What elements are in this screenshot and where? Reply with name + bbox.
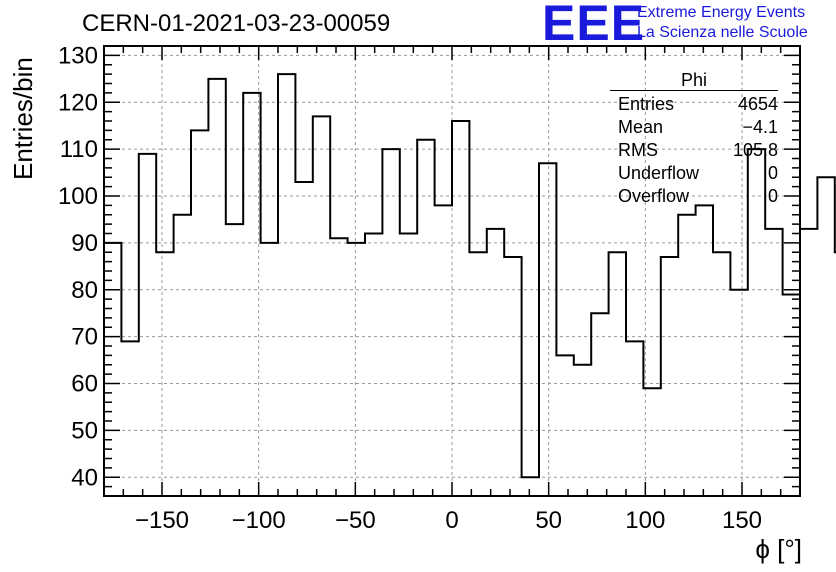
x-tick-label: 100 — [625, 507, 665, 534]
stats-label: Entries — [618, 94, 675, 114]
stats-value: −4.1 — [742, 117, 778, 137]
eee-logo: EEE — [542, 0, 646, 51]
y-tick-label: 70 — [71, 324, 98, 351]
stats-value: 4654 — [737, 94, 778, 114]
stats-label: RMS — [618, 140, 658, 160]
stats-label: Mean — [618, 117, 664, 137]
x-tick-label: −150 — [135, 507, 189, 534]
x-tick-label: 0 — [445, 507, 458, 534]
histogram-series — [104, 73, 836, 479]
stats-title: Phi — [610, 70, 778, 91]
stats-row: Mean −4.1 — [610, 116, 778, 139]
y-tick-label: 80 — [71, 277, 98, 304]
y-tick-label: 60 — [71, 371, 98, 398]
axis-ticks — [104, 46, 800, 496]
x-tick-label: −50 — [335, 507, 376, 534]
stats-row: Underflow 0 — [610, 162, 778, 185]
stats-row: RMS 105.8 — [610, 139, 778, 162]
x-tick-label: 50 — [535, 507, 562, 534]
x-tick-label: 150 — [722, 507, 762, 534]
x-axis-label: ϕ [°] — [755, 534, 802, 564]
x-tick-label: −100 — [232, 507, 286, 534]
tick-labels: −150 −100 −50 0 50 100 150 40 50 60 70 80 90 100 110 12… — [58, 42, 762, 534]
y-axis-label: Entries/bin — [8, 57, 38, 180]
stats-value: 0 — [767, 163, 778, 183]
chart-title: CERN-01-2021-03-23-00059 — [82, 10, 391, 37]
y-tick-label: 130 — [58, 42, 98, 69]
y-tick-label: 40 — [71, 464, 98, 491]
logo-line-2: La Scienza nelle Scuole — [637, 24, 808, 41]
stats-row: Entries 4654 — [610, 93, 778, 116]
y-tick-label: 100 — [58, 183, 98, 210]
logo-line-1: Extreme Energy Events — [637, 4, 806, 21]
stats-label: Overflow — [618, 186, 690, 206]
stats-value: 105.8 — [732, 140, 778, 160]
stats-row: Overflow 0 — [610, 185, 778, 208]
stats-box: Phi Entries 4654 Mean −4.1 RMS 105.8 Und… — [610, 70, 778, 208]
y-tick-label: 50 — [71, 417, 98, 444]
y-tick-label: 120 — [58, 89, 98, 116]
y-tick-label: 90 — [71, 230, 98, 257]
y-tick-label: 110 — [60, 136, 98, 163]
stats-label: Underflow — [618, 163, 700, 183]
stats-value: 0 — [767, 186, 778, 206]
